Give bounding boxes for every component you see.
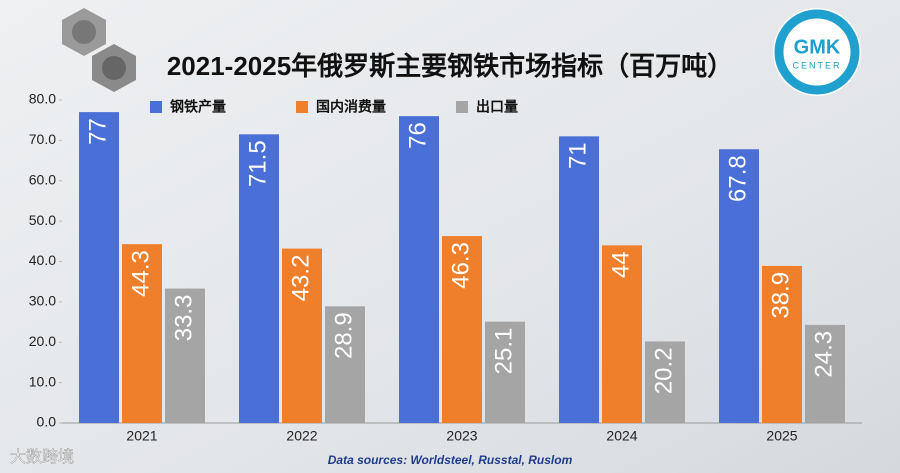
x-tick-label: 2021: [126, 428, 157, 444]
data-label: 77: [84, 118, 111, 145]
legend-swatch: [456, 101, 468, 113]
y-tick-label: 30.0: [29, 293, 56, 309]
data-label: 25.1: [490, 328, 517, 375]
bar: [559, 136, 599, 423]
bar: [399, 116, 439, 424]
y-tick-label: 40.0: [29, 252, 56, 268]
data-label: 46.3: [447, 242, 474, 289]
bar: [122, 244, 162, 423]
y-tick-label: 50.0: [29, 212, 56, 228]
watermark: 大数跨境: [10, 447, 74, 466]
data-label: 20.2: [650, 347, 677, 394]
bar: [79, 112, 119, 424]
legend-swatch: [296, 101, 308, 113]
legend-label: 出口量: [476, 99, 518, 115]
y-tick-label: 10.0: [29, 373, 56, 389]
legend-label: 国内消费量: [316, 99, 386, 115]
x-tick-label: 2024: [606, 428, 637, 444]
y-tick-label: 80.0: [29, 91, 56, 107]
bar: [762, 265, 802, 423]
data-label: 28.9: [330, 312, 357, 359]
chart-title: 2021-2025年俄罗斯主要钢铁市场指标（百万吨）: [167, 51, 733, 81]
bar: [719, 149, 759, 423]
bar: [282, 248, 322, 423]
bar: [325, 306, 365, 423]
legend-label: 钢铁产量: [170, 99, 226, 115]
y-tick-label: 70.0: [29, 131, 56, 147]
data-label: 67.8: [724, 155, 751, 202]
x-tick-label: 2025: [766, 428, 797, 444]
bar: [645, 341, 685, 423]
data-label: 43.2: [287, 255, 314, 302]
data-label: 71.5: [244, 140, 271, 187]
legend-swatch: [150, 101, 162, 113]
bar: [442, 236, 482, 423]
bar: [805, 324, 845, 423]
data-label: 38.9: [767, 272, 794, 319]
source: Data sources: Worldsteel, Russtal, Ruslo…: [328, 453, 573, 467]
data-label: 44.3: [127, 250, 154, 297]
y-tick-label: 20.0: [29, 333, 56, 349]
data-label: 76: [404, 122, 431, 149]
bar: [165, 288, 205, 423]
hex-decoration: [62, 8, 136, 92]
bar: [239, 134, 279, 423]
y-tick-label: 0.0: [37, 414, 57, 430]
bar: [485, 321, 525, 423]
data-label: 71: [564, 142, 591, 169]
logo-text: GMK: [794, 36, 841, 58]
bar: [602, 245, 642, 423]
x-tick-label: 2023: [446, 428, 477, 444]
data-label: 33.3: [170, 295, 197, 342]
x-tick-label: 2022: [286, 428, 317, 444]
data-label: 24.3: [810, 331, 837, 378]
logo: GMK CENTER: [773, 8, 861, 96]
y-tick-label: 60.0: [29, 171, 56, 187]
logo-sub: CENTER: [792, 60, 841, 70]
data-label: 44: [607, 251, 634, 278]
